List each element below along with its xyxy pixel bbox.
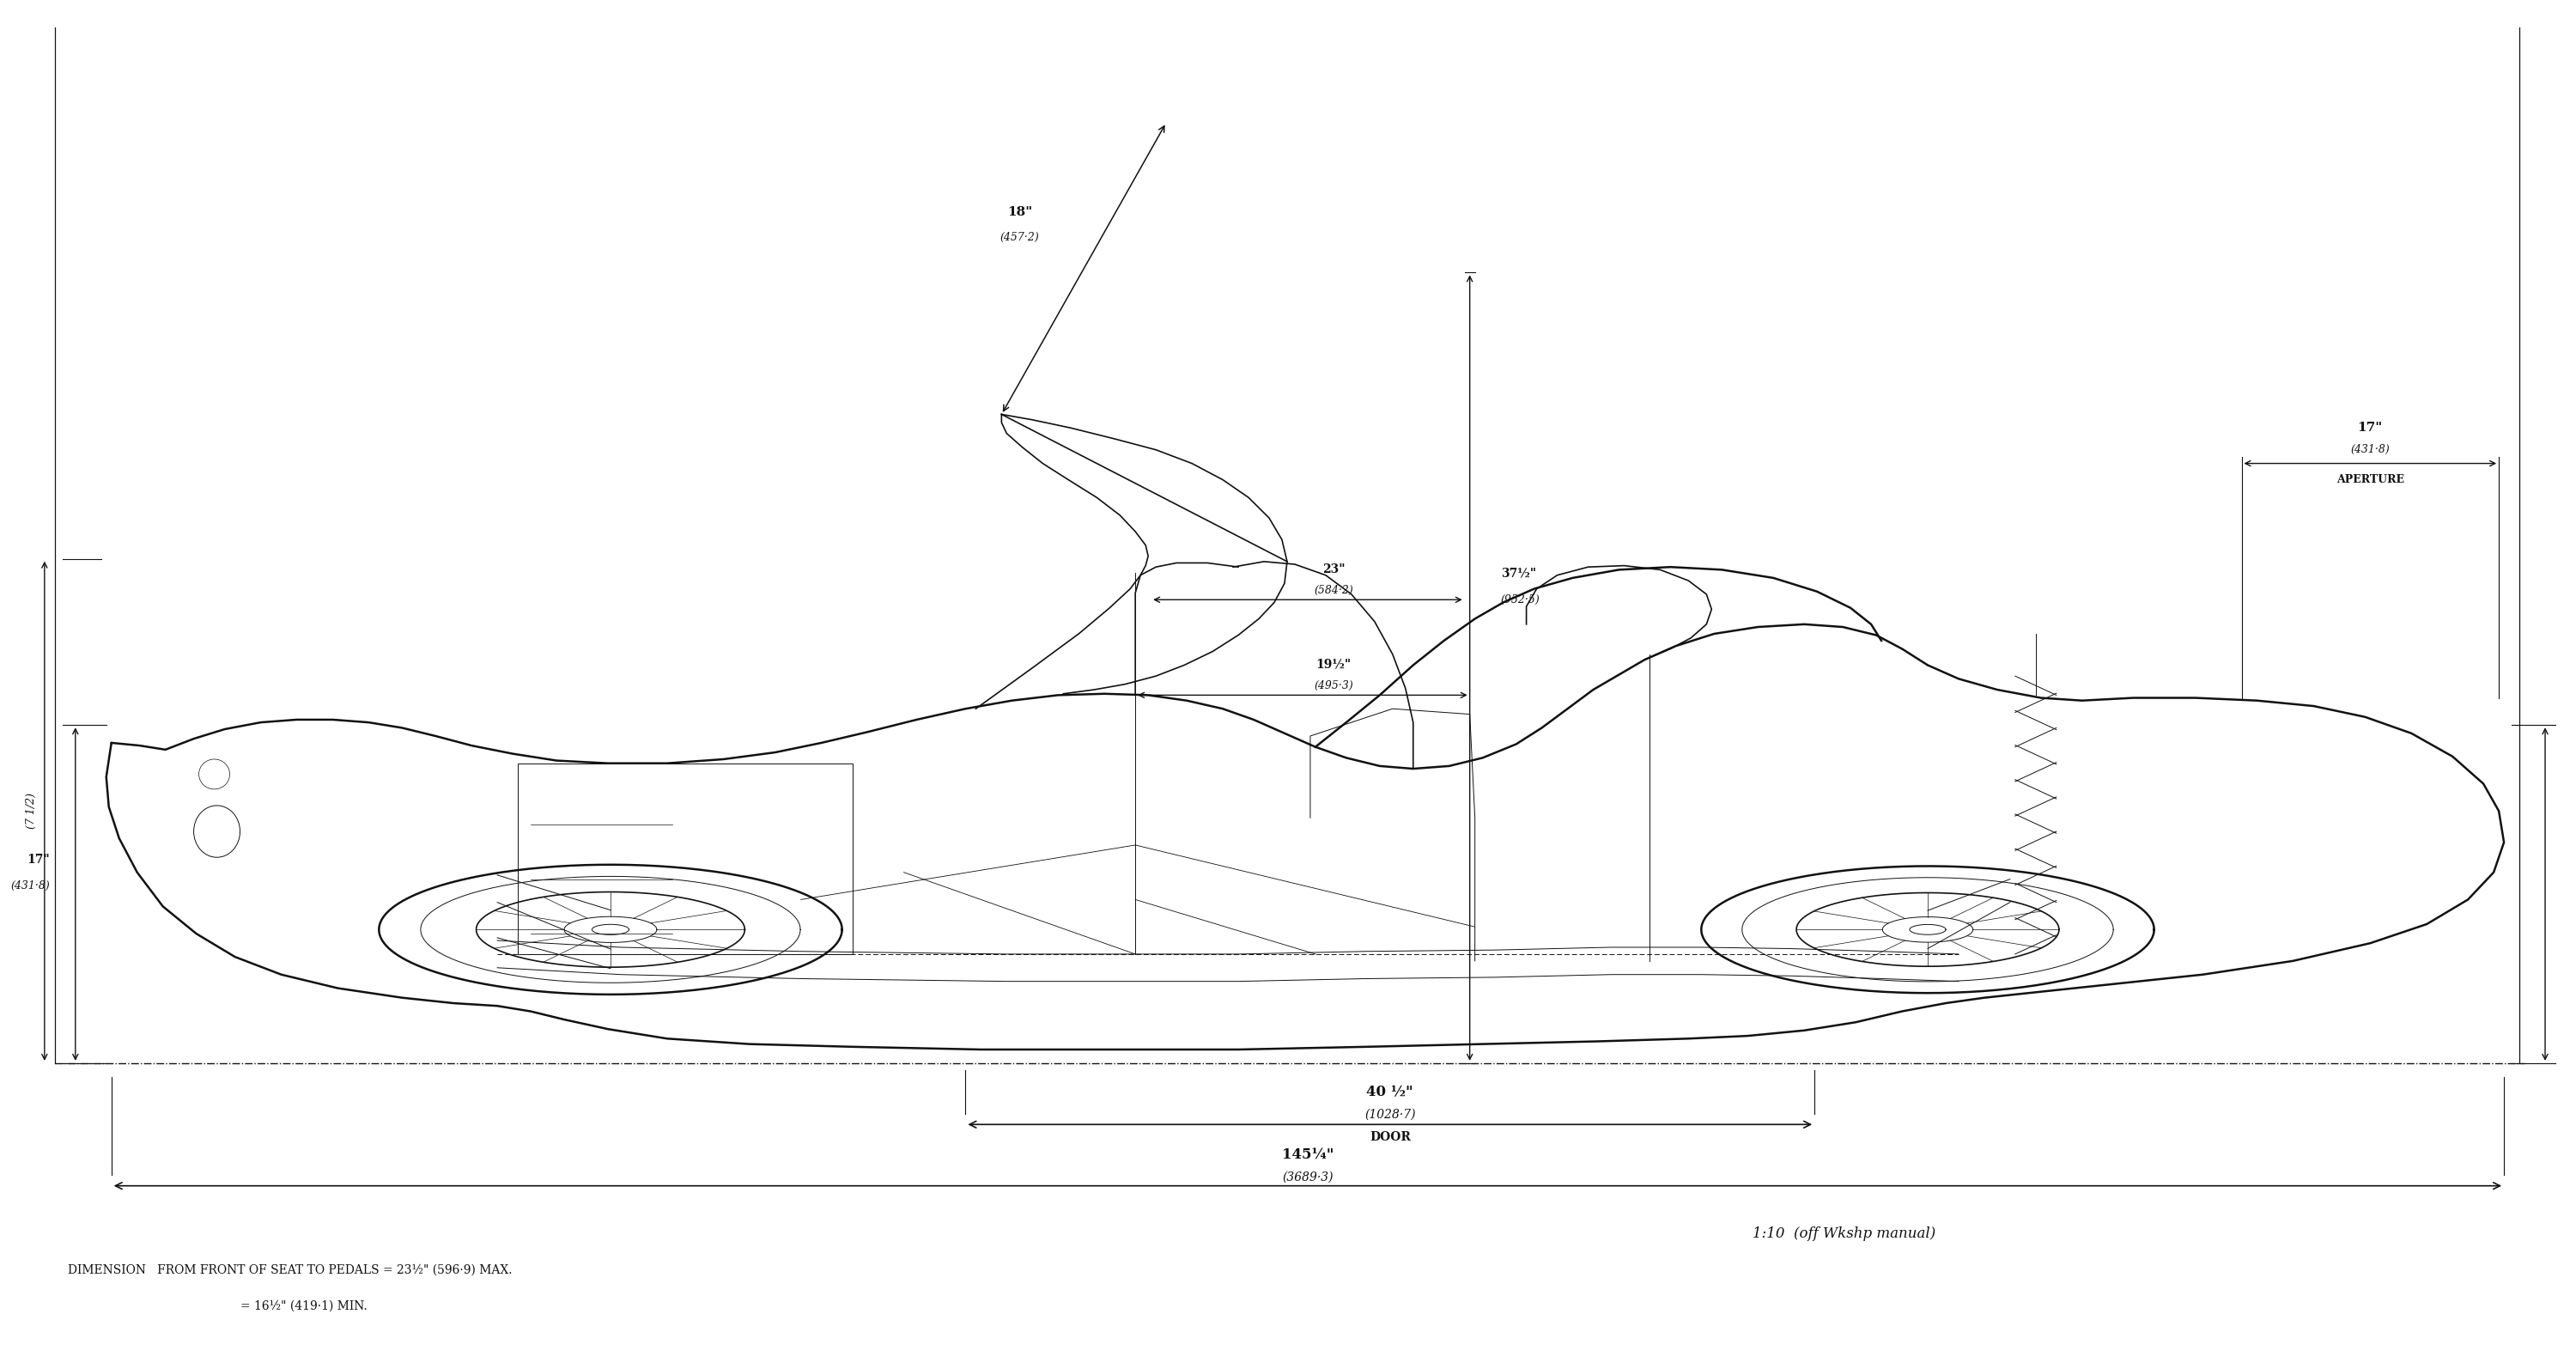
Text: (3689·3): (3689·3) [1283,1171,1334,1183]
Text: 1:10  (off Wkshp manual): 1:10 (off Wkshp manual) [1752,1227,1935,1240]
Text: DIMENSION   FROM FRONT OF SEAT TO PEDALS = 23½" (596·9) MAX.: DIMENSION FROM FRONT OF SEAT TO PEDALS =… [67,1265,513,1276]
Text: 18": 18" [1007,206,1033,218]
Text: (431·8): (431·8) [2349,444,2391,455]
Text: 19½": 19½" [1316,658,1352,671]
Text: 40 ½": 40 ½" [1365,1085,1414,1100]
Text: (7 1/2): (7 1/2) [26,793,36,829]
Text: 145¼": 145¼" [1283,1148,1334,1163]
Text: = 16½" (419·1) MIN.: = 16½" (419·1) MIN. [240,1300,366,1311]
Text: 17": 17" [26,855,49,866]
Text: (431·8): (431·8) [10,880,49,891]
Text: (584·2): (584·2) [1314,585,1352,596]
Text: (457·2): (457·2) [999,232,1038,243]
Text: 37½": 37½" [1502,567,1535,579]
Text: (1028·7): (1028·7) [1365,1108,1417,1120]
Bar [518,763,853,954]
Text: 23": 23" [1321,563,1345,575]
Text: 17": 17" [2357,421,2383,433]
Text: (952·5): (952·5) [1502,594,1540,605]
Text: APERTURE: APERTURE [2336,474,2403,485]
Text: DOOR: DOOR [1370,1131,1412,1144]
Text: (495·3): (495·3) [1314,680,1352,691]
